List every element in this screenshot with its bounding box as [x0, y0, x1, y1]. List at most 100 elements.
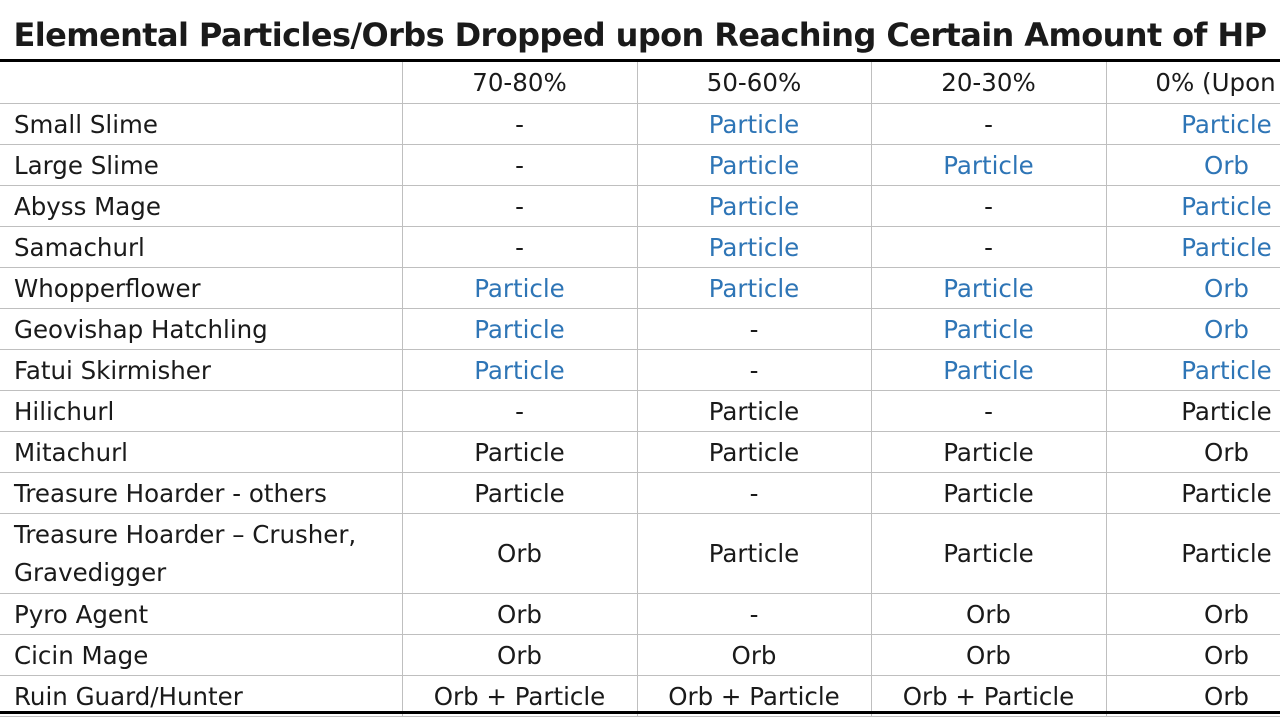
table-row: Cicin Mage Orb Orb Orb Orb — [0, 634, 1280, 676]
drop-cell[interactable]: Particle — [637, 226, 872, 268]
row-name-cell[interactable]: Ruin Guard/Hunter — [0, 675, 403, 717]
bottom-border — [0, 711, 1280, 714]
drop-cell[interactable]: Particle — [637, 390, 872, 432]
table-title: Elemental Particles/Orbs Dropped upon Re… — [0, 0, 1280, 62]
drop-cell[interactable]: Orb — [1106, 144, 1280, 186]
drop-cell[interactable]: Orb — [1106, 267, 1280, 309]
drop-cell[interactable]: - — [402, 185, 638, 227]
drop-cell-text: Orb — [1204, 437, 1249, 467]
header-cell-20-30[interactable]: 20-30% — [871, 62, 1107, 104]
drop-cell[interactable]: Particle — [1106, 349, 1280, 391]
drop-cell[interactable]: Orb + Particle — [871, 675, 1107, 717]
drop-cell[interactable]: Particle — [1106, 390, 1280, 432]
header-cell-0[interactable]: 0% (Upon k — [1106, 62, 1280, 104]
drop-cell[interactable]: - — [637, 472, 872, 514]
drop-cell[interactable]: Particle — [871, 267, 1107, 309]
drop-cell[interactable]: Particle — [1106, 472, 1280, 514]
drop-cell[interactable]: - — [402, 390, 638, 432]
drop-cell-text: Orb — [1204, 681, 1249, 711]
drop-cell[interactable]: - — [871, 226, 1107, 268]
row-name-cell[interactable]: Fatui Skirmisher — [0, 349, 403, 391]
drop-cell[interactable]: Particle — [402, 431, 638, 473]
drop-cell[interactable]: - — [402, 144, 638, 186]
drop-cell[interactable]: Particle — [402, 267, 638, 309]
drop-cell-text: Particle — [1181, 109, 1272, 139]
row-name-cell[interactable]: Hilichurl — [0, 390, 403, 432]
drop-cell-text: Particle — [1181, 232, 1272, 262]
table-row: Whopperflower Particle Particle Particle Orb — [0, 267, 1280, 309]
drop-cell[interactable]: Particle — [637, 144, 872, 186]
drop-cell[interactable]: - — [871, 390, 1107, 432]
row-name-cell[interactable]: Samachurl — [0, 226, 403, 268]
row-name-cell[interactable]: Abyss Mage — [0, 185, 403, 227]
table-row: Pyro Agent Orb - Orb Orb — [0, 593, 1280, 635]
drop-cell-text: Orb — [1204, 273, 1249, 303]
row-name-cell[interactable]: Whopperflower — [0, 267, 403, 309]
drop-cell-text: Orb — [1204, 640, 1249, 670]
header-row: 70-80% 50-60% 20-30% 0% (Upon k — [0, 62, 1280, 104]
row-name-cell[interactable]: Treasure Hoarder - others — [0, 472, 403, 514]
drop-cell[interactable]: Particle — [871, 431, 1107, 473]
row-name-cell[interactable]: Treasure Hoarder – Crusher, Gravedigger — [0, 513, 403, 594]
drop-cell-text: Particle — [1181, 355, 1272, 385]
drop-cell[interactable]: - — [402, 226, 638, 268]
drop-cell[interactable]: Orb — [1106, 593, 1280, 635]
table-row: Samachurl - Particle - Particle — [0, 226, 1280, 268]
drop-cell[interactable]: Orb — [871, 593, 1107, 635]
drop-cell[interactable]: Particle — [871, 513, 1107, 594]
header-cell-50-60[interactable]: 50-60% — [637, 62, 872, 104]
drop-cell[interactable]: - — [402, 103, 638, 145]
drop-cell[interactable]: - — [637, 593, 872, 635]
drop-cell[interactable]: Particle — [1106, 513, 1280, 594]
table-body: 70-80% 50-60% 20-30% 0% (Upon k Small Sl… — [0, 62, 1280, 717]
drop-cell[interactable]: - — [637, 349, 872, 391]
drop-cell[interactable]: Orb — [1106, 431, 1280, 473]
table-row: Treasure Hoarder - others Particle - Partic… — [0, 472, 1280, 514]
row-name-cell[interactable]: Geovishap Hatchling — [0, 308, 403, 350]
drop-cell[interactable]: Particle — [1106, 103, 1280, 145]
table-row: Small Slime - Particle - Particle — [0, 103, 1280, 145]
table-row: Mitachurl Particle Particle Particle Orb — [0, 431, 1280, 473]
drop-cell[interactable]: - — [871, 103, 1107, 145]
drop-cell[interactable]: Orb + Particle — [402, 675, 638, 717]
drop-cell[interactable]: - — [637, 308, 872, 350]
drop-cell-text: Particle — [1181, 478, 1272, 508]
drop-cell[interactable]: Orb — [1106, 308, 1280, 350]
drop-cell[interactable]: - — [871, 185, 1107, 227]
drop-cell[interactable]: Particle — [871, 144, 1107, 186]
drop-cell[interactable]: Particle — [1106, 226, 1280, 268]
drop-cell[interactable]: Particle — [637, 513, 872, 594]
drop-cell[interactable]: Orb — [1106, 675, 1280, 717]
drop-cell-text: Orb — [1204, 150, 1249, 180]
table-row: Large Slime - Particle Particle Orb — [0, 144, 1280, 186]
table-row: Treasure Hoarder – Crusher, Gravedigger O… — [0, 513, 1280, 594]
drop-cell[interactable]: Particle — [402, 308, 638, 350]
drop-cell-text: Particle — [1181, 538, 1272, 568]
row-name-cell[interactable]: Large Slime — [0, 144, 403, 186]
row-name-cell[interactable]: Cicin Mage — [0, 634, 403, 676]
drop-cell[interactable]: Particle — [1106, 185, 1280, 227]
row-name-cell[interactable]: Small Slime — [0, 103, 403, 145]
drop-cell[interactable]: Orb — [637, 634, 872, 676]
drop-cell[interactable]: Orb — [1106, 634, 1280, 676]
drop-cell[interactable]: Orb — [402, 593, 638, 635]
row-name-cell[interactable]: Mitachurl — [0, 431, 403, 473]
drop-cell[interactable]: Particle — [871, 308, 1107, 350]
header-cell-70-80[interactable]: 70-80% — [402, 62, 638, 104]
row-name-cell[interactable]: Pyro Agent — [0, 593, 403, 635]
drop-cell[interactable]: Orb + Particle — [637, 675, 872, 717]
header-cell-name[interactable] — [0, 62, 403, 104]
drop-cell[interactable]: Orb — [871, 634, 1107, 676]
drop-cell[interactable]: Orb — [402, 513, 638, 594]
drop-cell[interactable]: Particle — [871, 349, 1107, 391]
drop-cell[interactable]: Particle — [637, 431, 872, 473]
drop-cell[interactable]: Orb — [402, 634, 638, 676]
drop-cell[interactable]: Particle — [637, 267, 872, 309]
drop-cell[interactable]: Particle — [637, 103, 872, 145]
drop-cell[interactable]: Particle — [871, 472, 1107, 514]
drop-cell[interactable]: Particle — [637, 185, 872, 227]
drop-cell[interactable]: Particle — [402, 472, 638, 514]
drop-cell[interactable]: Particle — [402, 349, 638, 391]
drop-cell-text: Orb — [1204, 599, 1249, 629]
drop-cell-text: Particle — [1181, 191, 1272, 221]
